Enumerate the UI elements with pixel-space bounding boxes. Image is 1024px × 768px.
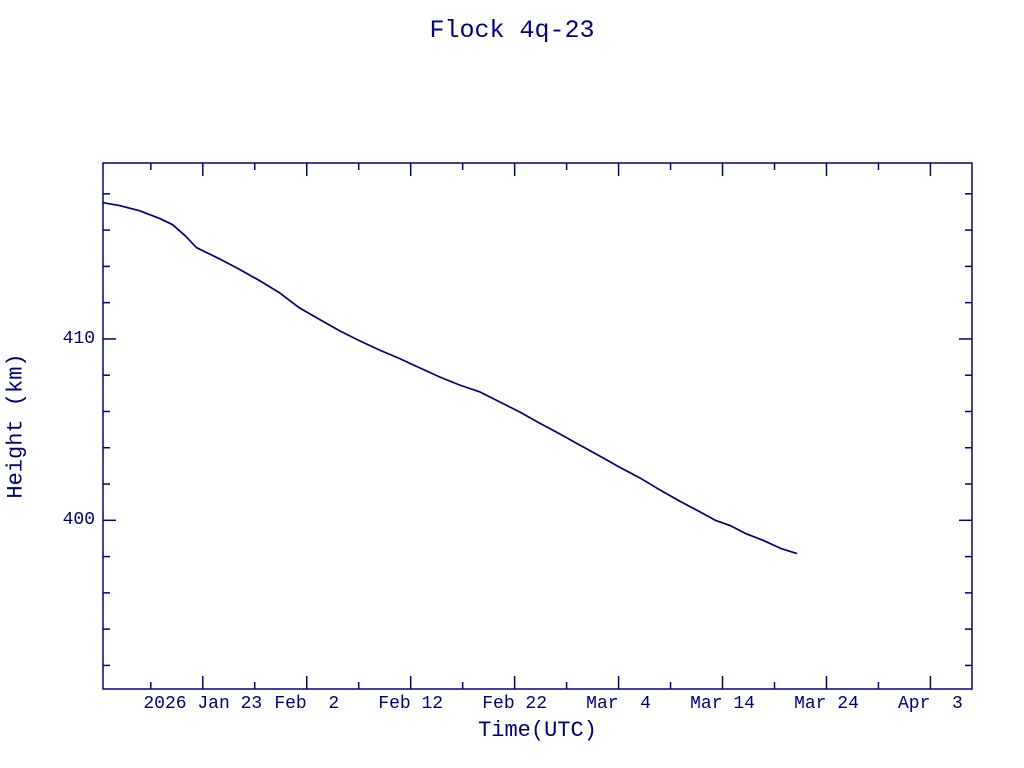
satellite-height-curve	[102, 201, 798, 555]
y-tick-label: 410	[62, 328, 95, 349]
x-tick-label: Feb 12	[378, 694, 444, 714]
x-tick-label: 2026 Jan 23	[143, 694, 263, 714]
x-tick-label: Mar 24	[794, 694, 859, 714]
axis-tick-marks	[103, 163, 972, 689]
x-tick-label: Apr 3	[898, 694, 963, 714]
x-tick-label: Mar 14	[690, 694, 755, 714]
x-tick-label: Feb 22	[482, 694, 548, 714]
y-tick-label: 400	[62, 510, 95, 531]
chart-title: Flock 4q-23	[429, 16, 595, 45]
x-axis-title: Time(UTC)	[478, 718, 597, 743]
x-tick-label: Feb 2	[274, 694, 340, 714]
x-tick-label: Mar 4	[586, 694, 651, 714]
plot-box-frame	[102, 162, 973, 690]
